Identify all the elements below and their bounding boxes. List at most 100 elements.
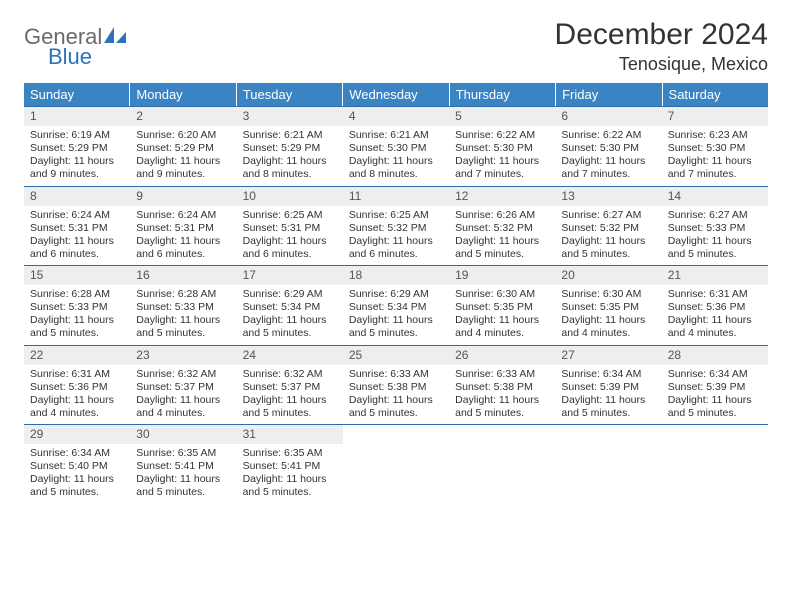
day-number: 9 [130, 187, 236, 206]
sunset-text: Sunset: 5:33 PM [668, 222, 762, 235]
sunset-text: Sunset: 5:33 PM [30, 301, 124, 314]
sunset-text: Sunset: 5:29 PM [30, 142, 124, 155]
sunrise-text: Sunrise: 6:32 AM [136, 368, 230, 381]
day-body: Sunrise: 6:35 AMSunset: 5:41 PMDaylight:… [130, 444, 236, 504]
day-body: Sunrise: 6:32 AMSunset: 5:37 PMDaylight:… [237, 365, 343, 425]
sunrise-text: Sunrise: 6:21 AM [349, 129, 443, 142]
day-body: Sunrise: 6:22 AMSunset: 5:30 PMDaylight:… [449, 126, 555, 186]
day-cell: 17Sunrise: 6:29 AMSunset: 5:34 PMDayligh… [237, 266, 343, 345]
sunset-text: Sunset: 5:41 PM [243, 460, 337, 473]
week-row: 22Sunrise: 6:31 AMSunset: 5:36 PMDayligh… [24, 345, 768, 425]
brand-sail-icon [104, 25, 128, 50]
sunset-text: Sunset: 5:39 PM [561, 381, 655, 394]
day-number: 26 [449, 346, 555, 365]
sunrise-text: Sunrise: 6:34 AM [668, 368, 762, 381]
sunrise-text: Sunrise: 6:27 AM [561, 209, 655, 222]
daylight-text: Daylight: 11 hours and 5 minutes. [668, 235, 762, 261]
day-number: 10 [237, 187, 343, 206]
day-number: 29 [24, 425, 130, 444]
sunset-text: Sunset: 5:35 PM [455, 301, 549, 314]
day-number: 6 [555, 107, 661, 126]
day-cell: 5Sunrise: 6:22 AMSunset: 5:30 PMDaylight… [449, 107, 555, 186]
sunrise-text: Sunrise: 6:29 AM [349, 288, 443, 301]
day-number: 18 [343, 266, 449, 285]
day-body: Sunrise: 6:35 AMSunset: 5:41 PMDaylight:… [237, 444, 343, 504]
day-number: 15 [24, 266, 130, 285]
day-body: Sunrise: 6:33 AMSunset: 5:38 PMDaylight:… [343, 365, 449, 425]
week-row: 15Sunrise: 6:28 AMSunset: 5:33 PMDayligh… [24, 265, 768, 345]
sunrise-text: Sunrise: 6:31 AM [668, 288, 762, 301]
daylight-text: Daylight: 11 hours and 7 minutes. [668, 155, 762, 181]
sunset-text: Sunset: 5:41 PM [136, 460, 230, 473]
day-body: Sunrise: 6:34 AMSunset: 5:40 PMDaylight:… [24, 444, 130, 504]
sunrise-text: Sunrise: 6:22 AM [561, 129, 655, 142]
daylight-text: Daylight: 11 hours and 4 minutes. [668, 314, 762, 340]
sunset-text: Sunset: 5:30 PM [349, 142, 443, 155]
day-cell: 23 Sunrise: 6:32 AMSunset: 5:37 PMDayligh… [130, 346, 236, 425]
sunset-text: Sunset: 5:34 PM [349, 301, 443, 314]
day-cell: 2Sunrise: 6:20 AMSunset: 5:29 PMDaylight… [130, 107, 236, 186]
day-cell: 30Sunrise: 6:35 AMSunset: 5:41 PMDayligh… [130, 425, 236, 504]
sunset-text: Sunset: 5:38 PM [455, 381, 549, 394]
daylight-text: Daylight: 11 hours and 6 minutes. [136, 235, 230, 261]
daylight-text: Daylight: 11 hours and 5 minutes. [668, 394, 762, 420]
week-row: 1Sunrise: 6:19 AMSunset: 5:29 PMDaylight… [24, 106, 768, 186]
day-body: Sunrise: 6:28 AMSunset: 5:33 PMDaylight:… [130, 285, 236, 345]
page-root: GeneralBlue December 2024 Tenosique, Mex… [0, 0, 792, 514]
sunset-text: Sunset: 5:38 PM [349, 381, 443, 394]
sunrise-text: Sunrise: 6:32 AM [243, 368, 337, 381]
day-number: 23 [130, 346, 236, 365]
daylight-text: Daylight: 11 hours and 5 minutes. [455, 394, 549, 420]
day-body: Sunrise: 6:21 AMSunset: 5:29 PMDaylight:… [237, 126, 343, 186]
daylight-text: Daylight: 11 hours and 4 minutes. [136, 394, 230, 420]
sunset-text: Sunset: 5:37 PM [243, 381, 337, 394]
weekday-header: Sunday [24, 83, 130, 106]
day-body: Sunrise: 6:29 AMSunset: 5:34 PMDaylight:… [343, 285, 449, 345]
daylight-text: Daylight: 11 hours and 5 minutes. [561, 235, 655, 261]
daylight-text: Daylight: 11 hours and 8 minutes. [243, 155, 337, 181]
sunrise-text: Sunrise: 6:35 AM [243, 447, 337, 460]
day-number: 8 [24, 187, 130, 206]
daylight-text: Daylight: 11 hours and 5 minutes. [243, 473, 337, 499]
day-number: 19 [449, 266, 555, 285]
day-cell [343, 425, 449, 504]
location-label: Tenosique, Mexico [555, 54, 768, 75]
day-body: Sunrise: 6:22 AMSunset: 5:30 PMDaylight:… [555, 126, 661, 186]
sunrise-text: Sunrise: 6:29 AM [243, 288, 337, 301]
sunset-text: Sunset: 5:30 PM [668, 142, 762, 155]
daylight-text: Daylight: 11 hours and 4 minutes. [561, 314, 655, 340]
daylight-text: Daylight: 11 hours and 5 minutes. [30, 314, 124, 340]
sunrise-text: Sunrise: 6:20 AM [136, 129, 230, 142]
day-body: Sunrise: 6:30 AMSunset: 5:35 PMDaylight:… [449, 285, 555, 345]
day-cell [555, 425, 661, 504]
weekday-header: Wednesday [343, 83, 449, 106]
day-cell: 27Sunrise: 6:34 AMSunset: 5:39 PMDayligh… [555, 346, 661, 425]
day-number: 13 [555, 187, 661, 206]
sunrise-text: Sunrise: 6:21 AM [243, 129, 337, 142]
daylight-text: Daylight: 11 hours and 7 minutes. [561, 155, 655, 181]
sunset-text: Sunset: 5:31 PM [30, 222, 124, 235]
day-number: 1 [24, 107, 130, 126]
day-number: 16 [130, 266, 236, 285]
sunrise-text: Sunrise: 6:25 AM [349, 209, 443, 222]
week-row: 8Sunrise: 6:24 AMSunset: 5:31 PMDaylight… [24, 186, 768, 266]
day-cell: 19Sunrise: 6:30 AMSunset: 5:35 PMDayligh… [449, 266, 555, 345]
sunset-text: Sunset: 5:37 PM [136, 381, 230, 394]
sunrise-text: Sunrise: 6:33 AM [349, 368, 443, 381]
brand-text-2: Blue [48, 44, 92, 70]
daylight-text: Daylight: 11 hours and 4 minutes. [30, 394, 124, 420]
day-cell [662, 425, 768, 504]
day-number: 27 [555, 346, 661, 365]
day-body: Sunrise: 6:19 AMSunset: 5:29 PMDaylight:… [24, 126, 130, 186]
sunrise-text: Sunrise: 6:26 AM [455, 209, 549, 222]
sunrise-text: Sunrise: 6:24 AM [30, 209, 124, 222]
sunset-text: Sunset: 5:33 PM [136, 301, 230, 314]
sunrise-text: Sunrise: 6:22 AM [455, 129, 549, 142]
daylight-text: Daylight: 11 hours and 5 minutes. [349, 314, 443, 340]
sunset-text: Sunset: 5:36 PM [30, 381, 124, 394]
sunset-text: Sunset: 5:31 PM [136, 222, 230, 235]
day-cell: 6Sunrise: 6:22 AMSunset: 5:30 PMDaylight… [555, 107, 661, 186]
day-number: 30 [130, 425, 236, 444]
daylight-text: Daylight: 11 hours and 6 minutes. [30, 235, 124, 261]
day-number: 31 [237, 425, 343, 444]
